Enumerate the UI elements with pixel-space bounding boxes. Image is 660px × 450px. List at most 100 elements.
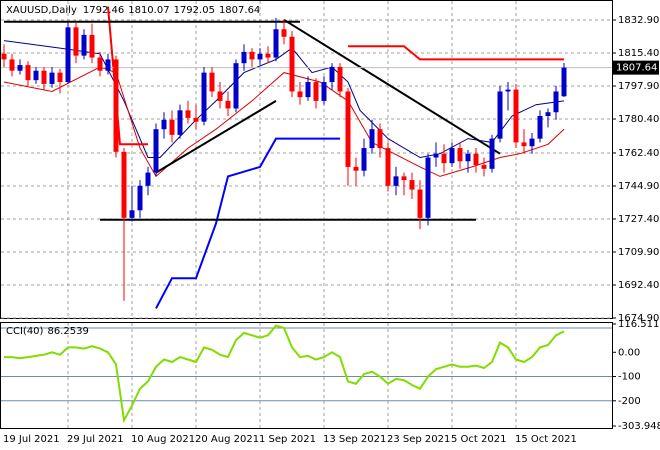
main-panel [0, 0, 613, 319]
candle-body [185, 110, 191, 118]
y-tick-label: -100 [618, 372, 641, 383]
candle-body [529, 138, 535, 147]
candle-body [553, 91, 559, 113]
candle-body [313, 82, 319, 101]
candle-body [489, 138, 495, 169]
candle-body [273, 29, 279, 58]
y-tick-label: 116.5118 [618, 319, 660, 330]
candle-body [249, 51, 255, 60]
candle-body [321, 82, 327, 101]
x-tick-label: 19 Jul 2021 [3, 434, 60, 445]
candle-body [145, 172, 151, 186]
high-value: 1810.07 [128, 5, 169, 16]
candle-body [233, 63, 239, 109]
candle-body [129, 210, 135, 218]
y-tick-label: 1744.90 [618, 181, 659, 192]
candle-body [385, 148, 391, 186]
candle-body [105, 59, 111, 71]
candle-body [97, 57, 103, 71]
y-tick-label: 1674.90 [618, 313, 659, 324]
candle-body [257, 53, 263, 60]
candle-body [25, 65, 31, 81]
candle-body [465, 153, 471, 162]
candle-body [425, 157, 431, 218]
candle-body [505, 89, 511, 92]
candle-body [545, 112, 551, 116]
x-tick-label: 1 Sep 2021 [259, 434, 316, 445]
candle-body [393, 176, 399, 186]
y-tick-label: -200 [618, 396, 641, 407]
candle-body [137, 185, 143, 211]
y-tick-label: 1832.90 [618, 15, 659, 26]
x-tick-label: 10 Aug 2021 [131, 434, 195, 445]
indicator-line [3, 66, 565, 178]
candle-body [289, 36, 295, 92]
candle-body [73, 27, 79, 56]
candle-body [9, 59, 15, 71]
candle-body [241, 51, 247, 64]
cci-value: 86.2539 [47, 326, 88, 337]
cci-panel [0, 322, 613, 429]
indicator-line [155, 100, 277, 174]
candle-body [345, 91, 351, 167]
candles [1, 17, 567, 424]
y-tick-label: 1797.90 [618, 81, 659, 92]
candle-body [153, 129, 159, 173]
candle-body [81, 34, 87, 56]
candle-body [417, 189, 423, 218]
cci-name: CCI(40) [6, 326, 44, 337]
x-tick-label: 5 Oct 2021 [451, 434, 506, 445]
candle-body [89, 34, 95, 58]
candle-body [161, 119, 167, 130]
candle-body [49, 72, 55, 84]
candle-body [449, 148, 455, 164]
candle-body [561, 67, 567, 97]
candle-body [537, 115, 543, 139]
candle-body [121, 151, 127, 218]
candle-body [297, 91, 303, 98]
candle-body [473, 153, 479, 166]
indicator-line [283, 18, 501, 155]
candle-body [441, 153, 447, 164]
candle-body [497, 91, 503, 139]
overlays [1, 1, 612, 428]
x-tick-label: 20 Aug 2021 [195, 434, 259, 445]
candle-body [409, 180, 415, 190]
x-tick-label: 23 Sep 2021 [387, 434, 450, 445]
candle-body [209, 72, 215, 92]
candle-body [65, 27, 71, 83]
cci-title: CCI(40) 86.2539 [6, 326, 89, 337]
y-tick-label: 1727.40 [618, 214, 659, 225]
open-value: 1792.46 [83, 5, 124, 16]
y-tick-label: 1709.90 [618, 247, 659, 258]
candle-body [193, 117, 199, 122]
candle-body [457, 148, 463, 162]
candle-body [521, 142, 527, 147]
candle-body [169, 119, 175, 135]
candle-body [17, 65, 23, 71]
low-value: 1792.05 [174, 5, 215, 16]
candle-body [513, 89, 519, 143]
candle-body [481, 165, 487, 169]
candle-body [113, 59, 119, 152]
y-tick-label: -303.9481 [618, 421, 660, 432]
x-tick-label: 29 Jul 2021 [67, 434, 124, 445]
candle-body [377, 129, 383, 149]
close-value: 1807.64 [219, 5, 260, 16]
price-marker [613, 60, 659, 75]
candle-body [281, 29, 287, 37]
indicator-line [155, 137, 340, 309]
indicator-line [348, 45, 564, 61]
y-tick-label: 1815.40 [618, 48, 659, 59]
candle-body [1, 53, 7, 60]
candle-body [41, 70, 47, 84]
candle-body [353, 166, 359, 171]
candle-body [433, 153, 439, 158]
candle-body [217, 91, 223, 101]
candle-body [201, 72, 207, 122]
candle-body [305, 82, 311, 98]
candle-body [329, 66, 335, 83]
cci-line [4, 324, 565, 424]
y-tick-label: 1692.40 [618, 280, 659, 291]
